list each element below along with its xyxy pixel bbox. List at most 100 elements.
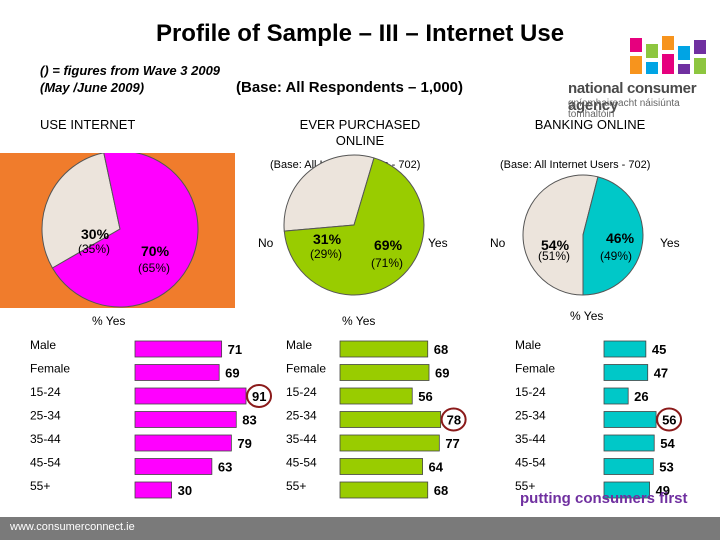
category-label: Female [30, 362, 70, 376]
heading-banking: BANKING ONLINE [534, 117, 646, 132]
category-label: 35-44 [30, 432, 61, 446]
pie-slice-yes [51, 153, 199, 308]
bar [134, 340, 223, 358]
bar-value: 68 [434, 483, 448, 498]
category-label: Female [286, 362, 326, 376]
bar [339, 411, 442, 428]
bar [339, 434, 440, 452]
banking-bars: Male 45 Female 47 15-24 26 25-34 56 35-44 54 45-54… [515, 338, 683, 499]
category-label: 45-54 [30, 456, 61, 470]
footer-url: www.consumerconnect.ie [10, 521, 135, 533]
category-label: 15-24 [286, 385, 317, 399]
use-internet-no-pct: 30% [81, 226, 110, 242]
bar-value: 91 [252, 389, 266, 404]
use-internet-no-prev: (35%) [78, 242, 111, 256]
category-label: 55+ [286, 479, 306, 493]
chart2-title: % Yes [342, 314, 376, 328]
category-label: Female [515, 362, 555, 376]
bar-value: 71 [228, 342, 242, 357]
bar [339, 387, 413, 405]
category-label: 35-44 [286, 432, 317, 446]
category-label: 45-54 [515, 456, 546, 470]
category-label: 15-24 [515, 385, 546, 399]
bar-value: 64 [429, 460, 444, 475]
bar [339, 458, 423, 475]
bar-value: 30 [178, 483, 192, 498]
bar-value: 45 [652, 342, 666, 357]
purchased-yes-prev: (71%) [371, 256, 404, 270]
highlight-ring [246, 384, 273, 408]
banking-no-prev: (51%) [538, 249, 571, 263]
category-label: Male [515, 338, 541, 352]
category-label: 25-34 [515, 409, 546, 423]
heading-purchased: EVER PURCHASED ONLINE [299, 117, 421, 148]
use-internet-yes-prev: (65%) [138, 261, 171, 275]
category-label: Male [30, 338, 56, 352]
banking-yes-prev: (49%) [600, 249, 633, 263]
bar-value: 69 [435, 366, 449, 381]
bar [134, 458, 213, 475]
bar-value: 53 [659, 460, 673, 475]
banking-no-label: No [490, 236, 506, 250]
bar-value: 68 [434, 342, 448, 357]
highlight-ring [440, 407, 467, 432]
bar [134, 364, 220, 381]
use-internet-bars: Male 71 Female 69 15-24 91 25-34 83 35-44 79 45-54… [30, 338, 273, 499]
bar-value: 54 [660, 436, 675, 451]
pie-charts [41, 153, 644, 308]
bar-value: 56 [418, 389, 432, 404]
bar-value: 26 [634, 389, 648, 404]
banking-no-pct: 54% [541, 237, 570, 253]
bar-value: 49 [656, 483, 670, 498]
bar [339, 481, 429, 499]
bar-value: 56 [662, 413, 676, 428]
pie-slice-yes [283, 157, 425, 296]
bar [603, 387, 629, 405]
bar-value: 78 [447, 413, 461, 428]
bar [134, 481, 172, 499]
highlight-ring [656, 407, 683, 432]
tagline: putting consumers first [520, 490, 688, 507]
purchased-no-prev: (29%) [310, 247, 343, 261]
category-label: 15-24 [30, 385, 61, 399]
bar [339, 364, 430, 381]
banking-yes-label: Yes [660, 236, 680, 250]
bar-value: 77 [445, 436, 459, 451]
banking-pie [522, 174, 644, 296]
base-note: (Base: All Respondents – 1,000) [236, 79, 464, 96]
bar-value: 63 [218, 460, 232, 475]
category-label: 55+ [515, 479, 535, 493]
purchased-no-pct: 31% [313, 231, 342, 247]
agency-name: national consumer agency [568, 80, 697, 114]
category-label: 25-34 [286, 409, 317, 423]
bar-value: 47 [654, 366, 668, 381]
category-label: 55+ [30, 479, 50, 493]
banking-base: (Base: All Internet Users - 702) [500, 159, 651, 171]
bar [603, 411, 657, 428]
bar-value: 79 [237, 436, 251, 451]
purchased-pie [283, 154, 425, 296]
purchased-yes-label: Yes [428, 236, 448, 250]
pie-slice-no [283, 154, 375, 232]
bar [603, 434, 655, 452]
wave-note: () = figures from Wave 3 2009 (May /June… [40, 63, 221, 95]
bar-value: 83 [242, 413, 256, 428]
category-label: 35-44 [515, 432, 546, 446]
chart1-title: % Yes [92, 314, 126, 328]
bar [339, 340, 429, 358]
heading-use-internet: USE INTERNET [40, 117, 136, 132]
chart3-title: % Yes [570, 309, 604, 323]
category-label: 45-54 [286, 456, 317, 470]
bar [603, 364, 649, 381]
agency-name-irish: gníomhaireacht náisiúnta tomhaltóirí [568, 98, 680, 120]
page-title: Profile of Sample – III – Internet Use [155, 20, 565, 47]
bar [603, 481, 650, 499]
pie-slice-yes [582, 176, 644, 296]
bar [603, 458, 654, 475]
purchased-yes-pct: 69% [374, 237, 403, 253]
use-internet-yes-pct: 70% [141, 243, 170, 259]
category-label: Male [286, 338, 312, 352]
purchased-no-label: No [258, 236, 274, 250]
purchased-bars: Male 68 Female 69 15-24 56 25-34 78 35-44 77 45-54… [286, 338, 467, 499]
banking-yes-pct: 46% [606, 230, 635, 246]
